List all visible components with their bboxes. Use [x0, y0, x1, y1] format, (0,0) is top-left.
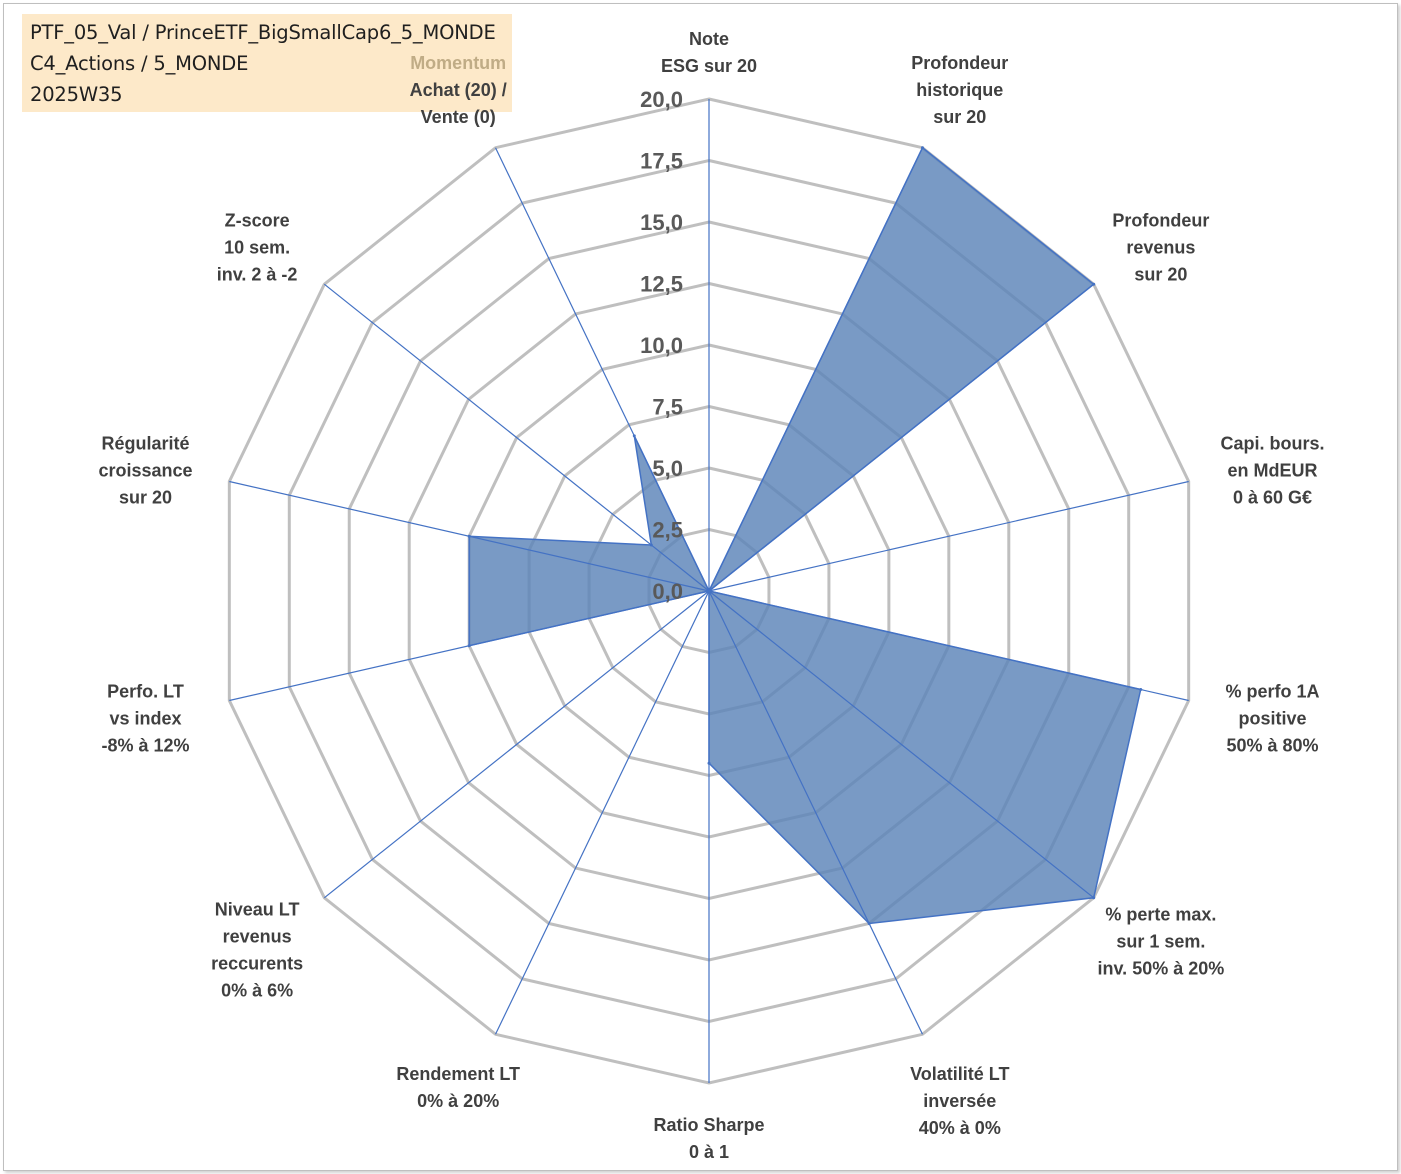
axis-label-line: Profondeur	[911, 53, 1008, 73]
axis-label-line: Perfo. LT	[107, 681, 184, 701]
radial-tick-label: 20,0	[640, 87, 683, 112]
axis-label-line: positive	[1238, 708, 1306, 728]
axis-label-line: historique	[916, 80, 1003, 100]
axis-label-line: reccurents	[211, 953, 303, 973]
axis-label: Niveau LT revenus reccurents 0% à 6%	[211, 899, 303, 1000]
axis-label-line: 50% à 80%	[1226, 735, 1318, 755]
axis-label-line: Volatilité LT	[910, 1064, 1009, 1084]
axis-label: Capi. bours. en MdEUR 0 à 60 G€	[1220, 434, 1324, 508]
axis-label-line: Régularité	[101, 434, 189, 454]
axis-label: Z-score 10 sem. inv. 2 à -2	[217, 211, 298, 285]
axis-spoke	[323, 283, 710, 592]
data-point	[707, 761, 711, 765]
axis-label-line: 0% à 6%	[221, 980, 293, 1000]
axis-spoke	[708, 590, 1189, 702]
axis-label-line: Niveau LT	[215, 899, 300, 919]
radial-tick-label: 10,0	[640, 333, 683, 358]
radial-tick-label: 12,5	[640, 272, 683, 297]
data-point	[707, 589, 711, 593]
axis-spoke	[494, 147, 710, 592]
data-point	[921, 146, 924, 150]
axis-label: Ratio Sharpe 0 à 1	[653, 1115, 764, 1162]
axis-label-line: 0 à 60 G€	[1233, 488, 1312, 508]
axis-label: % perfo 1A positive 50% à 80%	[1225, 681, 1319, 755]
axis-spoke	[708, 590, 924, 1035]
radial-tick-label: 2,5	[652, 518, 683, 543]
axis-label-line: inv. 2 à -2	[217, 265, 298, 285]
axis-label: % perte max. sur 1 sem. inv. 50% à 20%	[1098, 905, 1225, 979]
axis-label-line: Z-score	[225, 211, 290, 231]
axis-spoke	[708, 283, 1095, 592]
data-point	[1092, 896, 1096, 900]
axis-label-line: sur 20	[119, 488, 172, 508]
axis-label-line: en MdEUR	[1228, 461, 1318, 481]
axis-label: Perfo. LT vs index -8% à 12%	[101, 681, 189, 755]
radial-tick-label: 0,0	[652, 579, 683, 604]
axis-spoke	[708, 147, 924, 592]
axis-spoke	[708, 590, 1095, 899]
axis-label-line: Momentum	[410, 53, 506, 73]
axis-label-line: sur 20	[1134, 265, 1187, 285]
radial-tick-label: 7,5	[652, 395, 683, 420]
axis-label-line: revenus	[1126, 238, 1195, 258]
portfolio-info-box: PTF_05_Val / PrinceETF_BigSmallCap6_5_MO…	[22, 14, 512, 112]
axis-label-line: vs index	[109, 708, 181, 728]
axis-label-line: inversée	[923, 1091, 996, 1111]
axis-label: Momentum Achat (20) / Vente (0)	[410, 53, 507, 127]
axis-label-line: 0% à 20%	[417, 1091, 499, 1111]
axis-label-line: revenus	[223, 926, 292, 946]
axis-label-line: Rendement LT	[396, 1064, 520, 1084]
data-point	[649, 543, 653, 547]
axis-label-line: Profondeur	[1112, 211, 1209, 231]
data-point	[467, 534, 471, 538]
axis-spoke	[323, 590, 710, 899]
axis-label-line: Vente (0)	[421, 107, 496, 127]
radial-tick-label: 5,0	[652, 456, 683, 481]
data-point	[467, 644, 471, 648]
axis-label-line: sur 20	[933, 107, 986, 127]
axis-label: Volatilité LT inversée 40% à 0%	[910, 1064, 1009, 1138]
axis-label: Régularité croissance sur 20	[98, 434, 192, 508]
axis-label-line: 0 à 1	[689, 1142, 729, 1162]
axis-label-line: Capi. bours.	[1220, 434, 1324, 454]
axis-label-line: inv. 50% à 20%	[1098, 959, 1225, 979]
axis-label-line: ESG sur 20	[661, 56, 757, 76]
radial-tick-label: 15,0	[640, 210, 683, 235]
week-label: 2025W35	[30, 83, 123, 106]
axis-label: Note ESG sur 20	[661, 29, 757, 76]
radial-tick-label: 17,5	[640, 149, 683, 174]
portfolio-name: PTF_05_Val / PrinceETF_BigSmallCap6_5_MO…	[30, 21, 496, 44]
axis-label-line: Achat (20) /	[410, 80, 507, 100]
axis-label-line: Ratio Sharpe	[653, 1115, 764, 1135]
axis-label-line: 40% à 0%	[919, 1118, 1001, 1138]
data-point	[867, 922, 871, 925]
series-area	[468, 146, 1142, 925]
axis-label: Rendement LT 0% à 20%	[396, 1064, 520, 1111]
data-point	[1139, 688, 1143, 691]
axis-label-line: sur 1 sem.	[1116, 932, 1205, 952]
axis-label-line: -8% à 12%	[101, 735, 189, 755]
axis-label-line: % perte max.	[1105, 905, 1216, 925]
axis-label: Profondeur historique sur 20	[911, 53, 1008, 127]
axis-spoke	[708, 480, 1189, 592]
data-point	[1092, 282, 1096, 286]
axis-label-line: Note	[689, 29, 729, 49]
axis-spoke	[494, 590, 710, 1035]
axis-label-line: % perfo 1A	[1225, 681, 1319, 701]
asset-class: C4_Actions / 5_MONDE	[30, 52, 249, 75]
axis-label-line: croissance	[98, 461, 192, 481]
axis-label: Profondeur revenus sur 20	[1112, 211, 1209, 285]
axis-label-line: 10 sem.	[224, 238, 290, 258]
data-point	[632, 434, 636, 438]
